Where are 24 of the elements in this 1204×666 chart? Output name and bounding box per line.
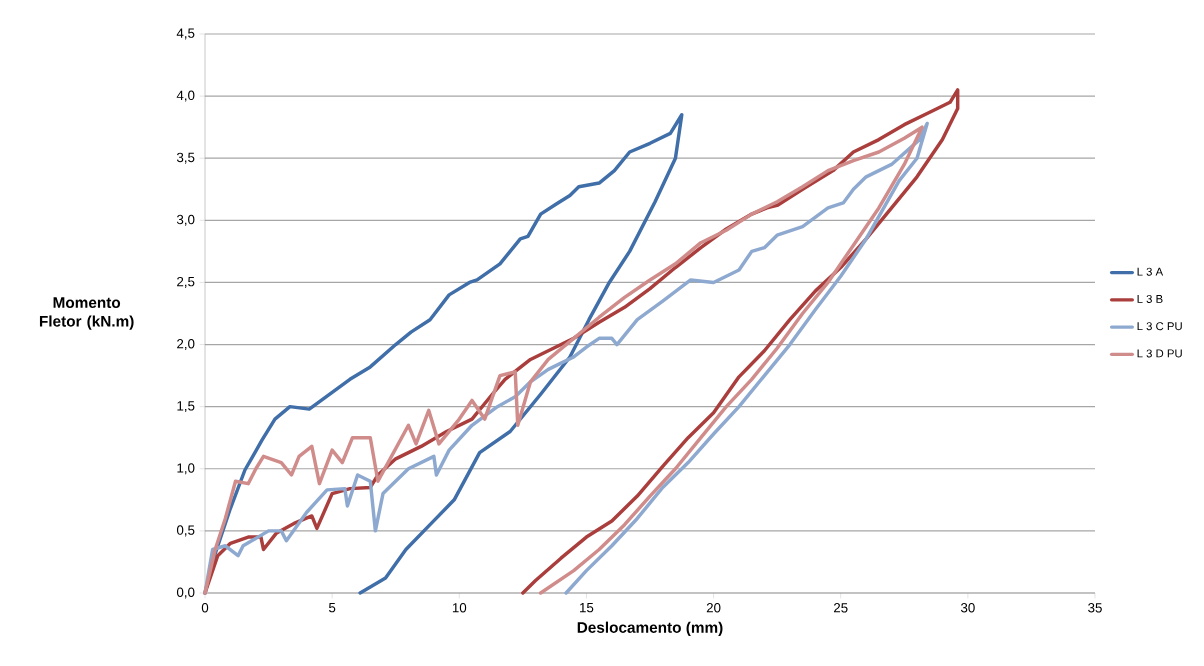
y-tick-label: 1,5 [177,401,195,413]
y-tick-label: 0,0 [176,587,195,599]
x-tick-label: 30 [960,603,975,613]
legend-label: L 3 B [1137,294,1163,303]
x-tick-label: 20 [706,603,721,613]
x-tick-label: 15 [580,603,594,613]
legend-label: L 3 D PU [1137,349,1182,358]
y-tick-label: 2,0 [177,339,195,351]
x-tick-label: 5 [328,603,336,613]
y-tick-label: 2,5 [177,276,195,288]
y-axis-title: Momento Fletor (kN.m) [39,297,134,330]
x-axis-title: Deslocamento (mm) [577,621,723,636]
y-tick-label: 4,5 [176,28,195,40]
legend-label: L 3 C PU [1137,322,1182,331]
x-tick-label: 10 [452,603,467,613]
y-tick-label: 3,0 [176,214,195,226]
y-tick-label: 1,0 [177,463,195,475]
y-tick-label: 4,0 [176,90,195,102]
x-tick-label: 0 [201,603,209,613]
y-tick-label: 0,5 [176,525,195,537]
x-tick-label: 35 [1088,603,1102,613]
x-tick-label: 25 [833,603,848,613]
y-tick-label: 3,5 [176,152,195,164]
legend-label: L 3 A [1137,267,1164,276]
